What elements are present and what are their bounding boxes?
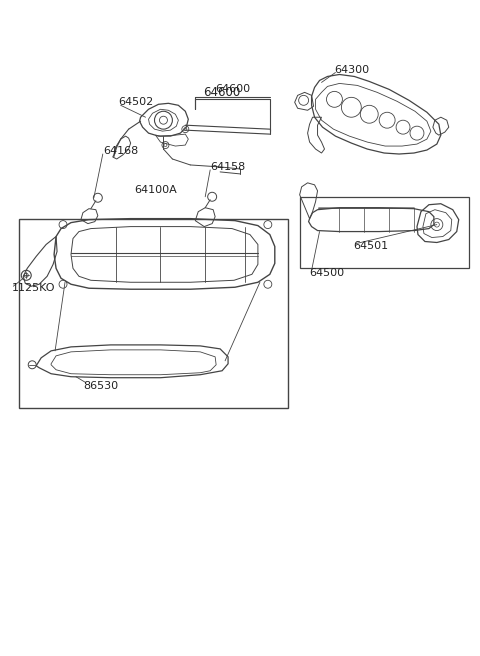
Text: 86530: 86530 xyxy=(83,380,118,391)
Text: 64168: 64168 xyxy=(103,146,138,156)
Text: 64300: 64300 xyxy=(335,64,370,75)
Text: 64501: 64501 xyxy=(353,241,388,251)
Text: 64158: 64158 xyxy=(210,162,245,172)
Bar xyxy=(19,218,288,407)
Text: 64502: 64502 xyxy=(119,97,154,108)
Bar xyxy=(300,197,468,268)
Text: 64600: 64600 xyxy=(204,86,241,99)
Text: 64500: 64500 xyxy=(310,268,345,278)
Text: 64100A: 64100A xyxy=(134,185,177,195)
Text: 1125KO: 1125KO xyxy=(12,283,55,293)
Text: 64600: 64600 xyxy=(215,85,250,94)
